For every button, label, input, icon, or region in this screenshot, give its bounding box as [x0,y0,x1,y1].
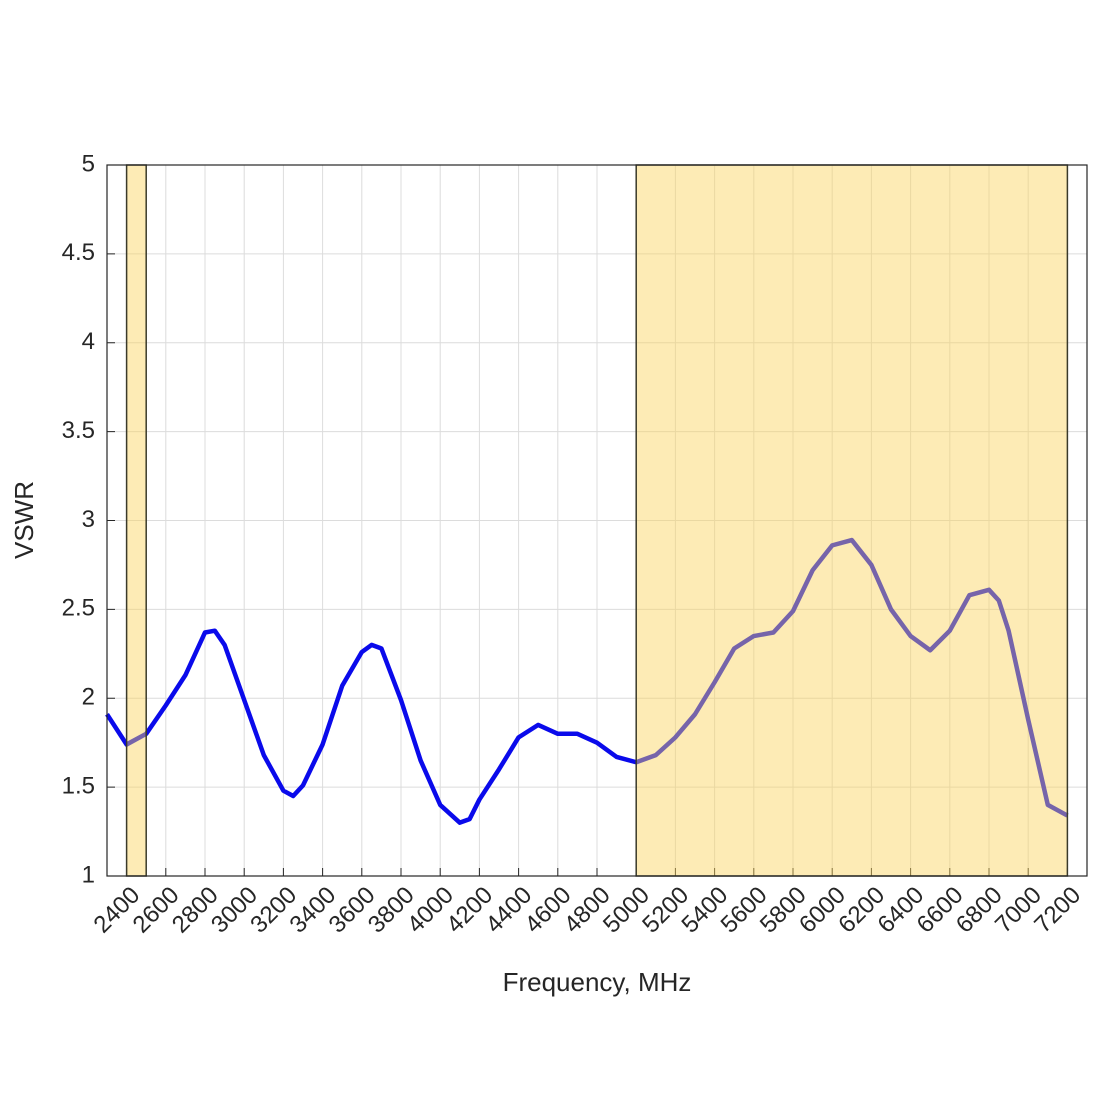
y-tick-label: 2.5 [62,595,95,622]
data-line [105,537,1069,825]
x-tick-label: 7200 [1029,882,1086,939]
y-tick-label: 4.5 [62,239,95,266]
y-tick-label: 2 [82,684,95,711]
x-axis-label: Frequency, MHz [503,967,692,997]
y-tick-label: 4 [82,328,95,355]
y-tick-label: 5 [82,150,95,177]
y-tick-label: 1 [82,861,95,888]
band [125,164,147,877]
band [635,164,1069,877]
y-axis-label: VSWR [9,481,39,559]
y-tick-label: 1.5 [62,772,95,799]
y-tick-label: 3 [82,506,95,533]
y-tick-label: 3.5 [62,417,95,444]
axes-box [106,164,1088,877]
